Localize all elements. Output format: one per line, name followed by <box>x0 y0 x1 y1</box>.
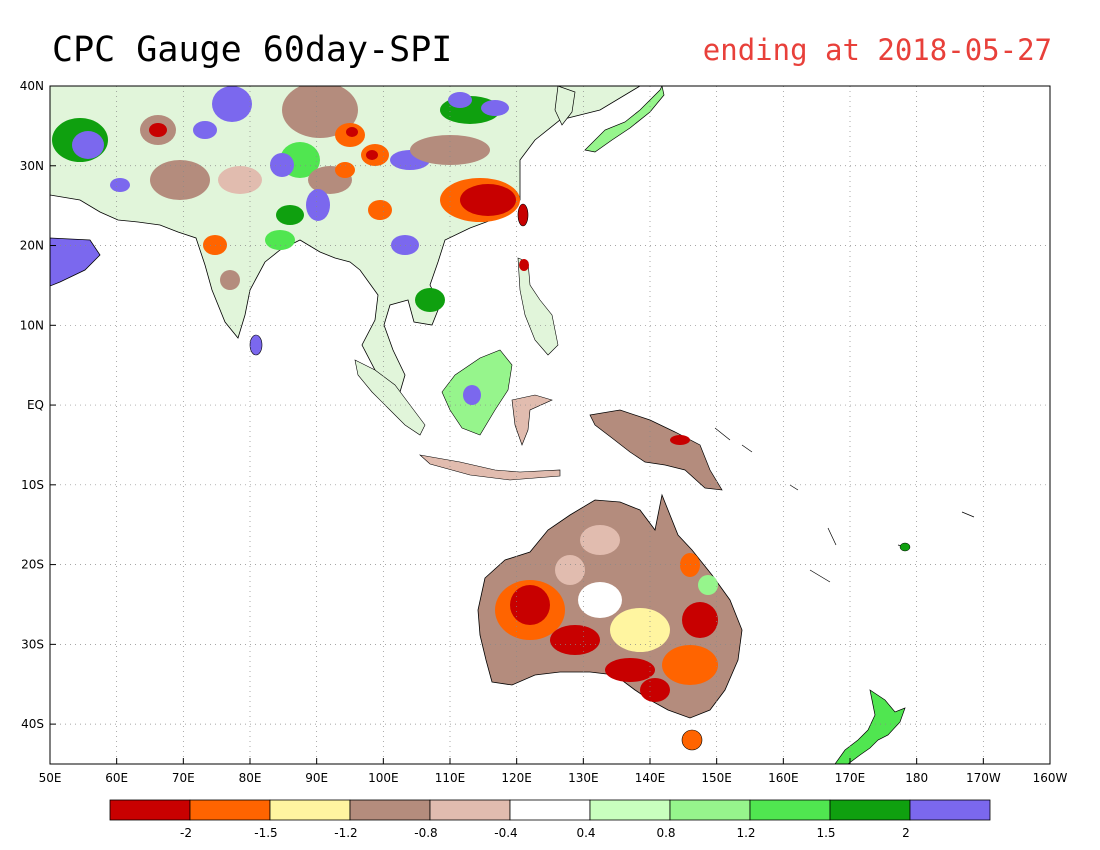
lon-tick-label: 170E <box>835 771 866 785</box>
vanuatu-island <box>899 542 911 552</box>
sumatra-landmass <box>354 359 426 436</box>
lat-tick-label: 30S <box>21 637 44 651</box>
longitude-labels: 50E 60E 70E 80E 90E 100E 110E 120E 130E 140E 150E 1… <box>39 771 1068 785</box>
colorbar-label: 0.8 <box>656 826 675 840</box>
colorbar-label: 1.2 <box>736 826 755 840</box>
colorbar-label: 2 <box>902 826 910 840</box>
colorbar-swatch <box>749 799 831 821</box>
lat-tick-label: 20N <box>20 239 44 253</box>
lon-tick-label: 60E <box>105 771 128 785</box>
sulawesi-landmass <box>511 394 553 446</box>
lon-tick-label: 90E <box>305 771 328 785</box>
tasmania-landmass <box>681 729 703 751</box>
lon-tick-label: 120E <box>501 771 532 785</box>
lon-tick-label: 160W <box>1033 771 1068 785</box>
philippines-dry-patch <box>519 259 529 271</box>
lat-tick-label: 10N <box>20 318 44 332</box>
colorbar-swatch <box>349 799 431 821</box>
map-gridlines <box>49 85 1051 764</box>
korea-landmass <box>554 86 576 126</box>
colorbar-swatch <box>109 799 191 821</box>
colorbar-swatch <box>429 799 511 821</box>
taiwan-landmass <box>517 203 529 227</box>
lon-tick-label: 140E <box>635 771 666 785</box>
australia-anomaly-patches <box>495 525 718 702</box>
java-landmass <box>419 454 561 481</box>
sri-lanka-landmass <box>249 334 263 356</box>
borneo-wet-patch <box>463 385 481 405</box>
lon-tick-label: 70E <box>172 771 195 785</box>
colorbar-label: -1.2 <box>334 826 357 840</box>
lat-tick-label: 10S <box>21 478 44 492</box>
map-frame <box>49 85 1051 765</box>
asia-anomaly-patches <box>52 86 520 312</box>
spi-colorbar: -2 -1.5 -1.2 -0.8 -0.4 0.4 0.8 1.2 1.5 2 <box>109 799 991 840</box>
lon-tick-label: 110E <box>435 771 466 785</box>
colorbar-swatch <box>909 799 991 821</box>
new-guinea-dry-patch <box>670 435 690 445</box>
japan-landmass <box>584 86 665 153</box>
colorbar-swatch <box>189 799 271 821</box>
map-title: CPC Gauge 60day-SPI <box>52 30 453 70</box>
asia-landmass <box>50 86 641 393</box>
colorbar-swatch <box>589 799 671 821</box>
colorbar-swatch <box>669 799 751 821</box>
new-zealand-landmass <box>834 689 906 764</box>
new-guinea-landmass <box>589 409 723 491</box>
lon-tick-label: 180 <box>905 771 928 785</box>
colorbar-label: -1.5 <box>254 826 277 840</box>
precipitation-anomaly-shading <box>50 86 975 764</box>
lon-tick-label: 160E <box>768 771 799 785</box>
lon-tick-label: 130E <box>568 771 599 785</box>
lat-tick-label: EQ <box>27 398 44 412</box>
colorbar-label: -2 <box>180 826 192 840</box>
arabia-landmass <box>50 237 101 287</box>
philippines-landmass <box>517 257 559 356</box>
lat-tick-label: 40N <box>20 79 44 93</box>
lon-tick-label: 100E <box>368 771 399 785</box>
latitude-labels: 40N 30N 20N 10N EQ 10S 20S 30S 40S <box>20 79 44 731</box>
lat-tick-label: 20S <box>21 558 44 572</box>
colorbar-label: -0.8 <box>414 826 437 840</box>
map-subtitle: ending at 2018-05-27 <box>702 33 1052 67</box>
colorbar-label: 1.5 <box>816 826 835 840</box>
colorbar-label: 0.4 <box>576 826 595 840</box>
lon-tick-label: 80E <box>239 771 262 785</box>
colorbar-swatch <box>509 799 591 821</box>
colorbar-label: -0.4 <box>494 826 517 840</box>
lon-tick-label: 150E <box>701 771 732 785</box>
lon-tick-label: 170W <box>966 771 1001 785</box>
colorbar-swatch <box>829 799 911 821</box>
colorbar-swatch <box>269 799 351 821</box>
lon-tick-label: 50E <box>39 771 62 785</box>
lat-tick-label: 30N <box>20 159 44 173</box>
pacific-islands <box>714 427 975 583</box>
lat-tick-label: 40S <box>21 717 44 731</box>
